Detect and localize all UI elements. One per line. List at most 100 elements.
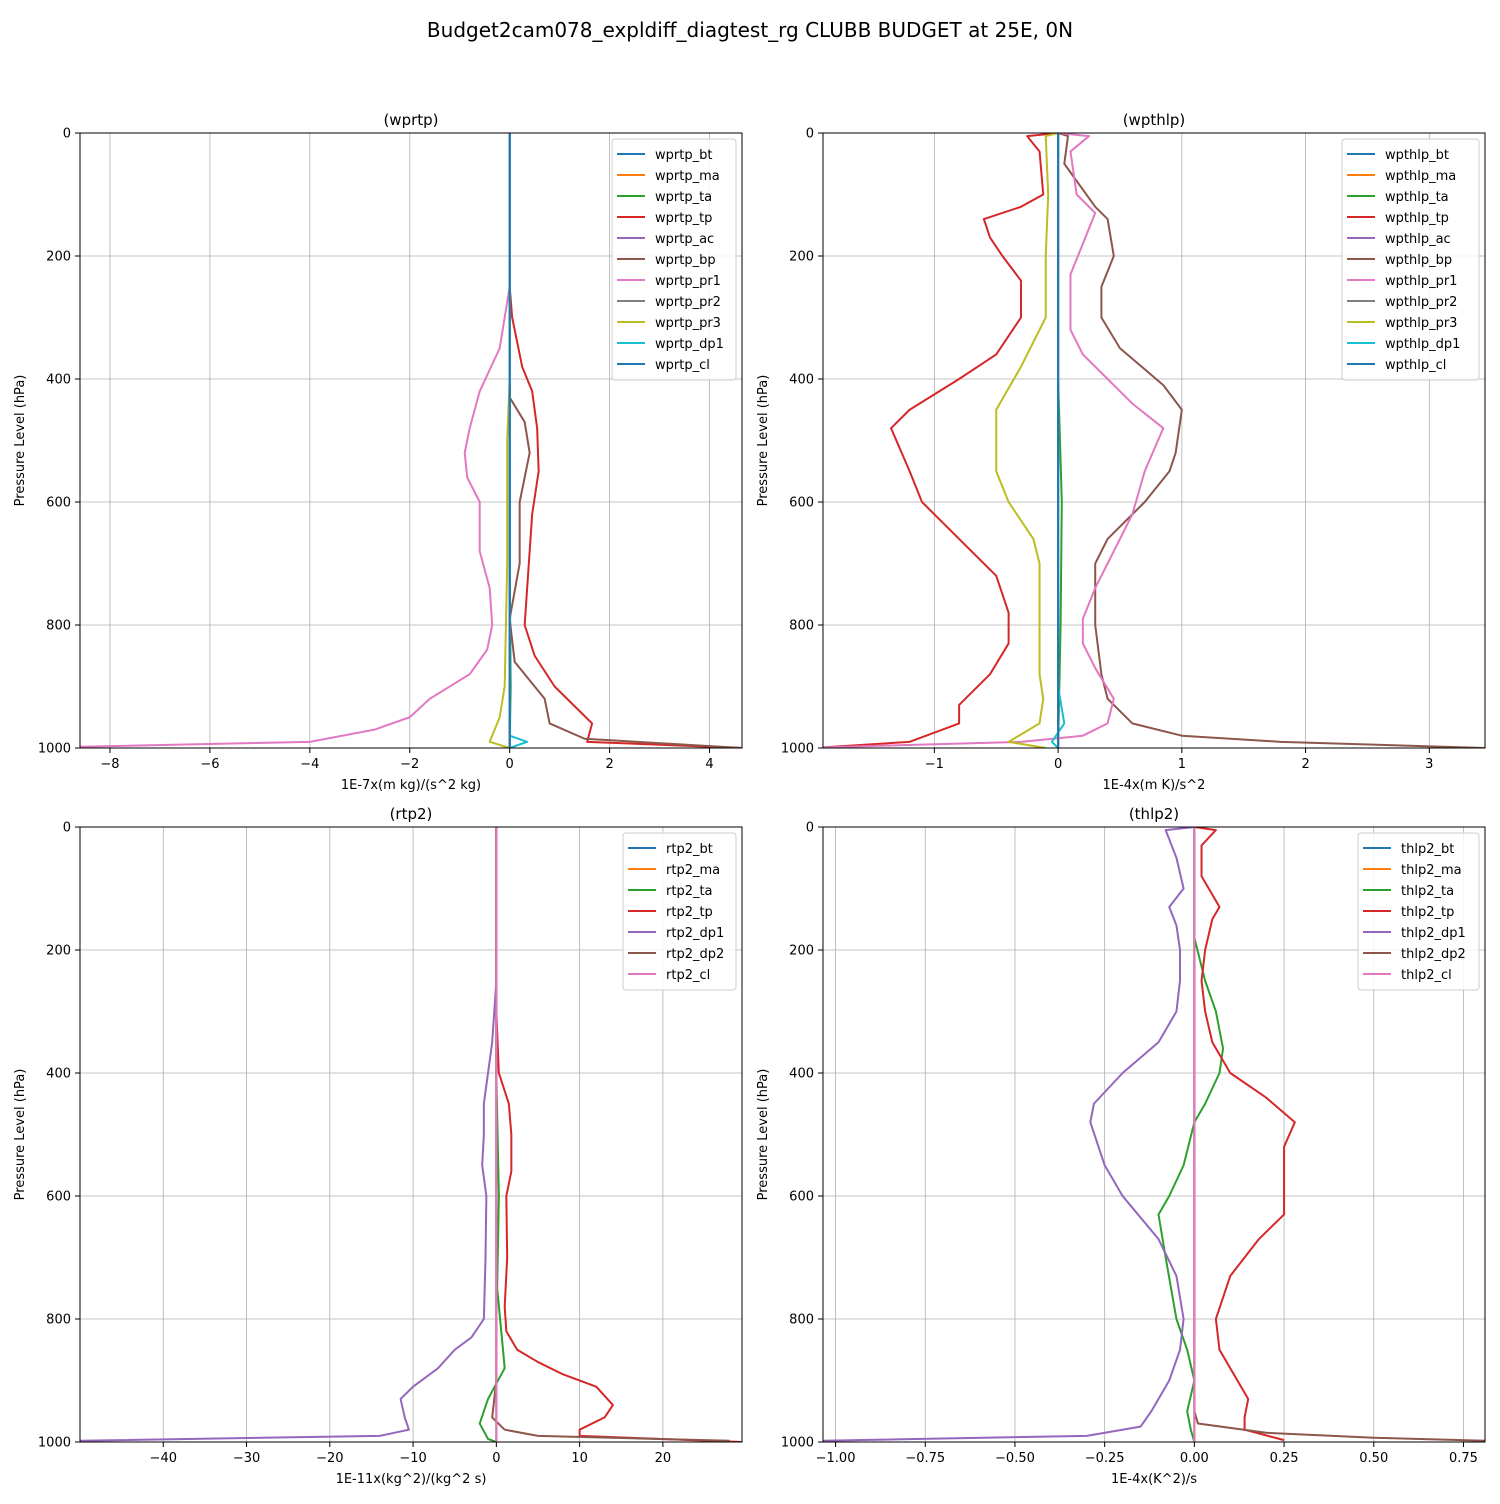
x-tick-label: 2	[605, 757, 613, 772]
legend-entry: wprtp_pr1	[655, 274, 721, 289]
legend-entry: wpthlp_bp	[1385, 253, 1452, 268]
y-tick-label: 0	[63, 127, 71, 142]
x-tick-label: −6	[200, 757, 219, 772]
y-axis-label: Pressure Level (hPa)	[13, 375, 28, 507]
legend-entry: rtp2_ta	[666, 884, 713, 899]
y-tick-label: 200	[789, 944, 814, 959]
x-tick-label: −20	[316, 1451, 343, 1466]
legend-entry: rtp2_tp	[666, 905, 713, 920]
y-tick-label: 600	[789, 1190, 814, 1205]
x-tick-label: −30	[233, 1451, 260, 1466]
legend-entry: rtp2_bt	[666, 842, 713, 857]
series-line-wprtp_tp	[508, 133, 742, 748]
y-tick-label: 600	[46, 496, 71, 511]
legend: thlp2_bt thlp2_ma thlp2_ta thlp2_tp thlp2_dp…	[1357, 832, 1480, 991]
legend-entry: rtp2_dp1	[666, 926, 724, 941]
y-tick-label: 1000	[781, 742, 814, 757]
x-tick-label: 0	[1054, 757, 1062, 772]
y-tick-label: 1000	[38, 1436, 71, 1451]
y-tick-label: 1000	[781, 1436, 814, 1451]
panel-4: −1.00 −0.75 −0.50 −0.25 0.00 0.25 0.50 0.75 0 200…	[756, 805, 1486, 1487]
y-tick-label: 800	[789, 1313, 814, 1328]
legend-entry: thlp2_ta	[1401, 884, 1454, 899]
legend: wpthlp_bt wpthlp_ma wpthlp_ta wpthlp_tpwpth…	[1341, 138, 1480, 381]
x-tick-label: −0.75	[905, 1451, 945, 1466]
x-tick-label: −2	[400, 757, 419, 772]
y-tick-label: 600	[46, 1190, 71, 1205]
y-tick-label: 800	[789, 619, 814, 634]
axes-frame	[822, 826, 1486, 1443]
legend-entry: wpthlp_ma	[1385, 169, 1456, 184]
series-group	[80, 827, 742, 1442]
legend-box	[622, 832, 737, 991]
legend-entry: wpthlp_cl	[1385, 358, 1446, 373]
legend-box	[1341, 138, 1480, 381]
series-group	[80, 133, 742, 748]
series-line-rtp2_dp1	[80, 827, 498, 1442]
legend-entry: wpthlp_bt	[1385, 148, 1449, 163]
y-tick-label: 200	[46, 250, 71, 265]
series-line-wprtp_pr1	[80, 133, 511, 748]
y-tick-label: 200	[789, 250, 814, 265]
series-line-rtp2_tp	[495, 827, 742, 1442]
series-line-thlp2_ta	[1157, 827, 1225, 1442]
y-tick-label: 0	[63, 821, 71, 836]
y-tick-label: 400	[789, 373, 814, 388]
x-tick-label: −4	[300, 757, 319, 772]
x-tick-label: 4	[705, 757, 713, 772]
series-group	[823, 133, 1485, 748]
legend-entry: wprtp_dp1	[655, 337, 724, 352]
legend-box	[1357, 832, 1480, 991]
x-tick-label: −0.25	[1085, 1451, 1125, 1466]
x-tick-label: −1	[925, 757, 944, 772]
y-tick-label: 800	[46, 619, 71, 634]
y-tick-label: 1000	[38, 742, 71, 757]
legend-entry: wpthlp_ac	[1385, 232, 1451, 247]
x-tick-label: 2	[1301, 757, 1309, 772]
y-tick-label: 800	[46, 1313, 71, 1328]
x-axis-label: 1E-11x(kg^2)/(kg^2 s)	[336, 1472, 487, 1487]
axes-frame	[79, 826, 743, 1443]
x-tick-label: −1.00	[816, 1451, 856, 1466]
x-tick-label: 0.00	[1180, 1451, 1209, 1466]
axes-frame	[79, 132, 743, 749]
legend-entry: wpthlp_tp	[1385, 211, 1449, 226]
legend-entry: thlp2_tp	[1401, 905, 1454, 920]
series-line-rtp2_ta	[478, 827, 506, 1442]
y-tick-label: 400	[46, 1067, 71, 1082]
panel-2: −1 0 1 2 3 0 200 400 600 800 1000 (wpthlp) 1E-4x(m K…	[756, 111, 1486, 793]
x-tick-label: 0	[506, 757, 514, 772]
legend-entry: thlp2_dp2	[1401, 947, 1466, 962]
x-axis-label: 1E-7x(m kg)/(s^2 kg)	[341, 778, 481, 793]
panel-title: (thlp2)	[1129, 805, 1179, 823]
y-tick-label: 400	[46, 373, 71, 388]
series-line-thlp2_dp1	[823, 827, 1195, 1442]
legend-entry: wpthlp_dp1	[1385, 337, 1460, 352]
y-tick-label: 0	[806, 821, 814, 836]
legend-entry: wprtp_cl	[655, 358, 710, 373]
y-axis-label: Pressure Level (hPa)	[13, 1069, 28, 1201]
series-line-wpthlp_pr1	[823, 133, 1165, 748]
y-tick-label: 0	[806, 127, 814, 142]
y-tick-label: 400	[789, 1067, 814, 1082]
legend-entry: rtp2_cl	[666, 968, 710, 983]
x-tick-label: −8	[100, 757, 119, 772]
axes-frame	[822, 132, 1486, 749]
figure-title: Budget2cam078_expldiff_diagtest_rg CLUBB…	[427, 18, 1073, 42]
panel-title: (wprtp)	[383, 111, 438, 129]
panel-title: (wpthlp)	[1123, 111, 1186, 129]
legend-box	[611, 138, 737, 381]
x-tick-label: −10	[399, 1451, 426, 1466]
x-axis-label: 1E-4x(m K)/s^2	[1103, 778, 1206, 793]
y-tick-label: 600	[789, 496, 814, 511]
legend-entry: wprtp_ac	[655, 232, 714, 247]
panel-title: (rtp2)	[390, 805, 433, 823]
legend-entry: rtp2_ma	[666, 863, 720, 878]
x-tick-label: 0	[492, 1451, 500, 1466]
legend-entry: wprtp_ma	[655, 169, 720, 184]
x-tick-label: 0.50	[1359, 1451, 1388, 1466]
x-axis-label: 1E-4x(K^2)/s	[1111, 1472, 1197, 1487]
series-group	[823, 827, 1485, 1442]
